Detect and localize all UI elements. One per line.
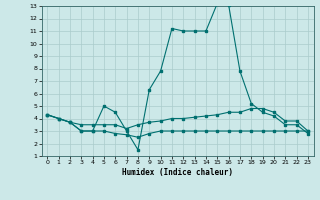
X-axis label: Humidex (Indice chaleur): Humidex (Indice chaleur): [122, 168, 233, 177]
